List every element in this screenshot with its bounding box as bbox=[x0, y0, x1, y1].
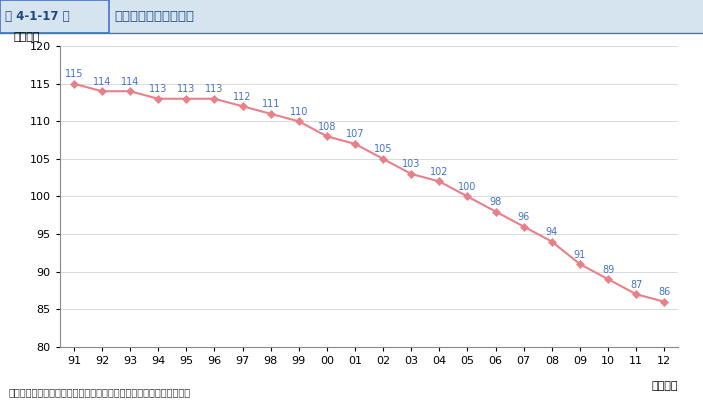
Text: 89: 89 bbox=[602, 265, 614, 275]
Text: 91: 91 bbox=[574, 250, 586, 260]
Text: 114: 114 bbox=[93, 77, 111, 87]
FancyBboxPatch shape bbox=[0, 0, 109, 33]
Text: 100: 100 bbox=[458, 182, 477, 192]
Text: 商工会の会員数の推移: 商工会の会員数の推移 bbox=[115, 10, 195, 23]
Text: 102: 102 bbox=[430, 167, 449, 177]
Text: 112: 112 bbox=[233, 92, 252, 102]
Text: 96: 96 bbox=[517, 212, 530, 222]
Text: 108: 108 bbox=[318, 122, 336, 132]
Text: 98: 98 bbox=[489, 197, 502, 207]
Text: 105: 105 bbox=[374, 144, 392, 154]
Text: 第 4-1-17 図: 第 4-1-17 図 bbox=[5, 10, 70, 23]
Text: （年度）: （年度） bbox=[652, 381, 678, 391]
Text: 113: 113 bbox=[149, 84, 167, 94]
Text: 107: 107 bbox=[346, 130, 364, 139]
Text: 113: 113 bbox=[205, 84, 224, 94]
Text: 110: 110 bbox=[290, 107, 308, 117]
Text: 87: 87 bbox=[630, 280, 643, 290]
Text: 111: 111 bbox=[262, 99, 280, 109]
Text: 86: 86 bbox=[658, 287, 671, 297]
Bar bbox=[109, 0, 703, 33]
Text: 115: 115 bbox=[65, 69, 83, 79]
Text: 資料：全国商工会連合会「商工会実態調査」に基づき中小企業庁作成: 資料：全国商工会連合会「商工会実態調査」に基づき中小企業庁作成 bbox=[8, 387, 191, 397]
Text: 103: 103 bbox=[402, 160, 420, 170]
Text: 113: 113 bbox=[177, 84, 195, 94]
Text: （万者）: （万者） bbox=[13, 32, 40, 42]
Text: 114: 114 bbox=[121, 77, 139, 87]
Text: 94: 94 bbox=[546, 227, 558, 237]
